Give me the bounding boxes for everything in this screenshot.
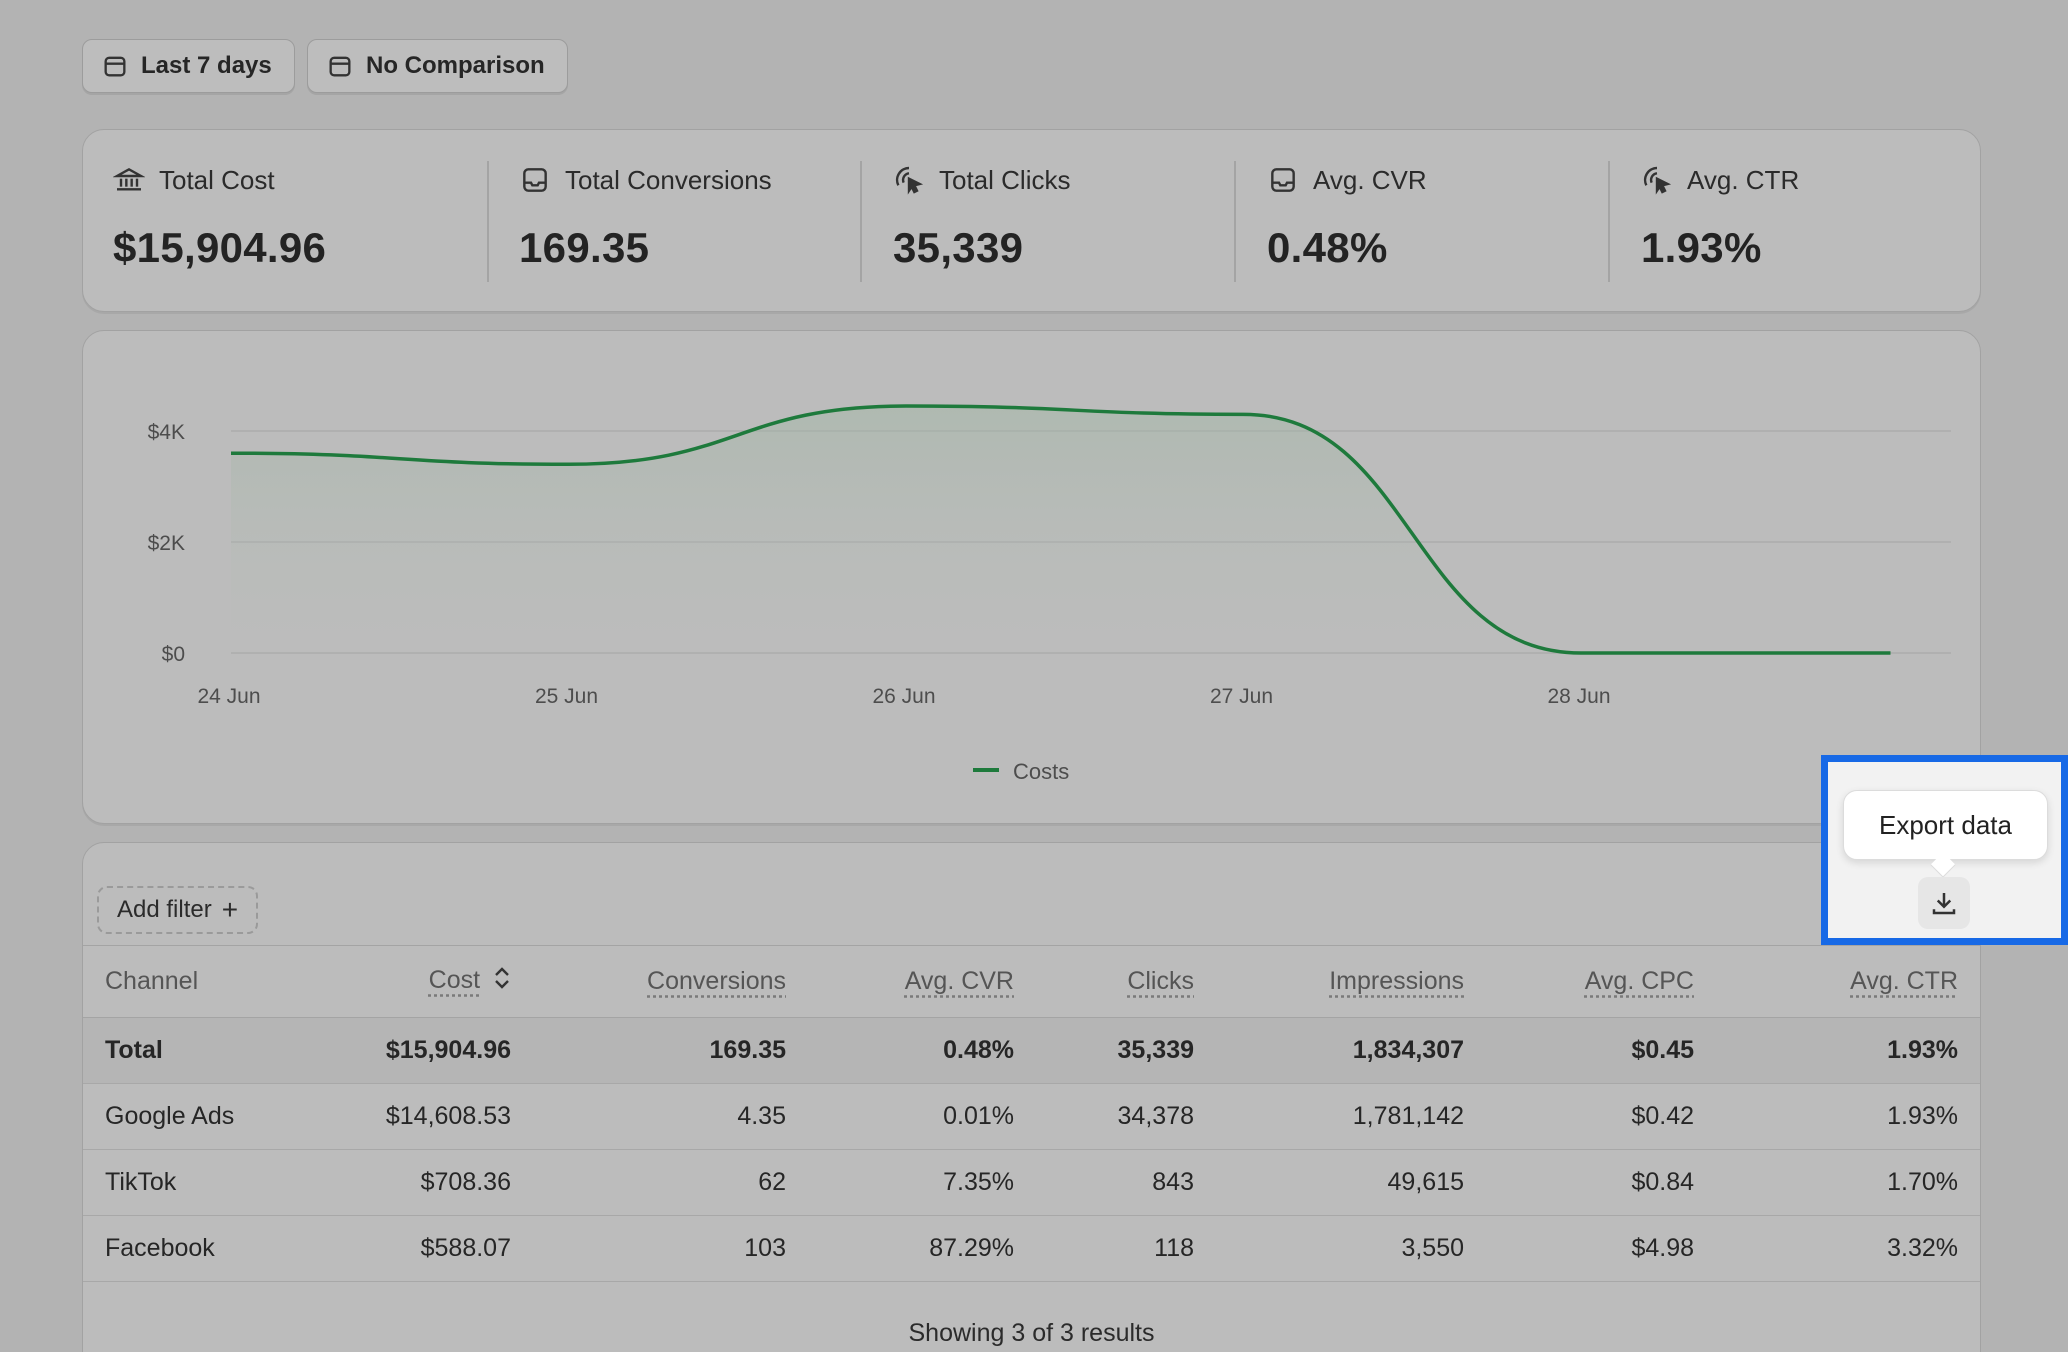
- y-tick-label: $2K: [148, 532, 185, 555]
- cell: $14,608.53: [293, 1083, 533, 1150]
- channel-table-card: Add filter + Channel Cost Conversions Av…: [82, 842, 1981, 1352]
- cell: 4.35: [533, 1083, 808, 1150]
- cell: 35,339: [1036, 1017, 1216, 1084]
- kpi-divider: [860, 161, 862, 282]
- kpi-value: $15,904.96: [113, 224, 327, 271]
- cell: Facebook: [83, 1215, 293, 1282]
- cell: 7.35%: [808, 1149, 1036, 1216]
- cell: 62: [533, 1149, 808, 1216]
- col-clicks[interactable]: Clicks: [1036, 945, 1216, 1018]
- cost-chart-card: $0 $2K $4K 24 Jun 25 Jun 26 Jun 27 Jun 28 Jun …: [82, 330, 1981, 824]
- cursor-click-icon: [895, 166, 924, 195]
- cost-chart: $0$2K$4K 24 Jun 25 Jun 26 Jun 27 Jun 28 Jun …: [148, 404, 1951, 784]
- cell: 0.01%: [808, 1083, 1036, 1150]
- x-tick-label: 25 Jun: [535, 685, 598, 708]
- kpi-value: 169.35: [519, 224, 650, 271]
- kpi-label: Total Cost: [159, 164, 275, 195]
- calendar-icon: [104, 56, 126, 77]
- export-data-button[interactable]: [1918, 877, 1970, 929]
- inbox-icon: [1271, 168, 1295, 192]
- y-tick-label: $0: [162, 643, 185, 666]
- cell: 1.93%: [1716, 1083, 1980, 1150]
- cell: $4.98: [1486, 1215, 1716, 1282]
- cell: $708.36: [293, 1149, 533, 1216]
- add-filter-label: Add filter: [117, 896, 212, 923]
- calendar-icon: [329, 56, 351, 77]
- cell: 49,615: [1216, 1149, 1486, 1216]
- kpi-total-conversions: Total Conversions 169.35: [519, 160, 772, 282]
- cell: 1.93%: [1716, 1017, 1980, 1084]
- comparison-label: No Comparison: [366, 52, 545, 79]
- table-row[interactable]: Facebook $588.07 103 87.29% 118 3,550 $4…: [83, 1215, 1980, 1282]
- cell: 169.35: [533, 1017, 808, 1084]
- sort-icon: [493, 965, 511, 998]
- kpi-avg-ctr: Avg. CTR 1.93%: [1641, 160, 1799, 282]
- cell: TikTok: [83, 1149, 293, 1216]
- cell: 103: [533, 1215, 808, 1282]
- cell: $0.84: [1486, 1149, 1716, 1216]
- kpi-value: 0.48%: [1267, 224, 1388, 271]
- table-row-total: Total $15,904.96 169.35 0.48% 35,339 1,8…: [83, 1017, 1980, 1084]
- export-tooltip: Export data: [1843, 790, 2048, 860]
- col-avg-ctr[interactable]: Avg. CTR: [1716, 945, 1980, 1018]
- col-channel[interactable]: Channel: [83, 945, 293, 1018]
- kpi-divider: [1234, 161, 1236, 282]
- results-count: Showing 3 of 3 results: [908, 1319, 1155, 1347]
- kpi-total-cost: Total Cost $15,904.96: [113, 160, 326, 282]
- y-tick-label: $4K: [148, 421, 185, 444]
- download-icon: [1932, 893, 1956, 915]
- date-range-label: Last 7 days: [141, 52, 272, 79]
- cell: $588.07: [293, 1215, 533, 1282]
- kpi-label: Avg. CTR: [1687, 164, 1800, 195]
- cell: 843: [1036, 1149, 1216, 1216]
- cell: 1,781,142: [1216, 1083, 1486, 1150]
- date-range-button[interactable]: Last 7 days: [82, 39, 295, 93]
- add-filter-button[interactable]: Add filter +: [97, 886, 259, 934]
- cell: Google Ads: [83, 1083, 293, 1150]
- cell: 0.48%: [808, 1017, 1036, 1084]
- cost-series-line: [230, 404, 1891, 655]
- cell: 1,834,307: [1216, 1017, 1486, 1084]
- kpi-label: Total Clicks: [939, 164, 1071, 195]
- kpi-avg-cvr: Avg. CVR 0.48%: [1267, 160, 1427, 282]
- cell: 118: [1036, 1215, 1216, 1282]
- x-tick-label: 28 Jun: [1547, 685, 1610, 708]
- x-tick-label: 26 Jun: [872, 685, 935, 708]
- kpi-divider: [487, 161, 489, 282]
- cell: 34,378: [1036, 1083, 1216, 1150]
- col-avg-cpc[interactable]: Avg. CPC: [1486, 945, 1716, 1018]
- kpi-summary-card: Total Cost $15,904.96 Total Conversions …: [82, 129, 1981, 312]
- kpi-divider: [1608, 161, 1610, 282]
- cost-area-fill: [231, 406, 1891, 653]
- kpi-label: Avg. CVR: [1313, 164, 1427, 195]
- kpi-total-clicks: Total Clicks 35,339: [893, 160, 1070, 282]
- kpi-label: Total Conversions: [565, 164, 772, 195]
- table-row[interactable]: TikTok $708.36 62 7.35% 843 49,615 $0.84…: [83, 1149, 1980, 1216]
- x-tick-label: 27 Jun: [1210, 685, 1273, 708]
- x-tick-label: 24 Jun: [197, 685, 260, 708]
- comparison-button[interactable]: No Comparison: [307, 39, 568, 93]
- cell: 87.29%: [808, 1215, 1036, 1282]
- kpi-value: 1.93%: [1641, 224, 1762, 271]
- cell: 3.32%: [1716, 1215, 1980, 1282]
- col-conversions[interactable]: Conversions: [533, 945, 808, 1018]
- cell: 3,550: [1216, 1215, 1486, 1282]
- bank-icon: [113, 167, 145, 191]
- cell: $0.45: [1486, 1017, 1716, 1084]
- cell: Total: [83, 1017, 293, 1084]
- col-impressions[interactable]: Impressions: [1216, 945, 1486, 1018]
- col-avg-cvr[interactable]: Avg. CVR: [808, 945, 1036, 1018]
- cell: $15,904.96: [293, 1017, 533, 1084]
- kpi-value: 35,339: [893, 224, 1024, 271]
- legend-costs: Costs: [1013, 759, 1069, 784]
- inbox-icon: [523, 168, 547, 192]
- cell: $0.42: [1486, 1083, 1716, 1150]
- plus-icon: +: [221, 894, 239, 925]
- cell: 1.70%: [1716, 1149, 1980, 1216]
- table-header-row: Channel Cost Conversions Avg. CVR Clicks…: [83, 945, 1980, 1018]
- col-cost[interactable]: Cost: [293, 945, 533, 1018]
- channel-table: Channel Cost Conversions Avg. CVR Clicks…: [83, 945, 1980, 1282]
- cursor-click-icon: [1643, 166, 1672, 195]
- table-row[interactable]: Google Ads $14,608.53 4.35 0.01% 34,378 …: [83, 1083, 1980, 1150]
